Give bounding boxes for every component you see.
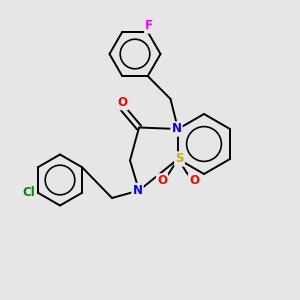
Text: Cl: Cl xyxy=(22,186,35,199)
Text: O: O xyxy=(189,174,199,188)
Text: N: N xyxy=(172,122,182,136)
Text: N: N xyxy=(133,184,142,197)
Text: O: O xyxy=(118,96,128,109)
Text: O: O xyxy=(157,174,167,188)
Text: S: S xyxy=(175,152,184,166)
Text: F: F xyxy=(145,20,153,32)
